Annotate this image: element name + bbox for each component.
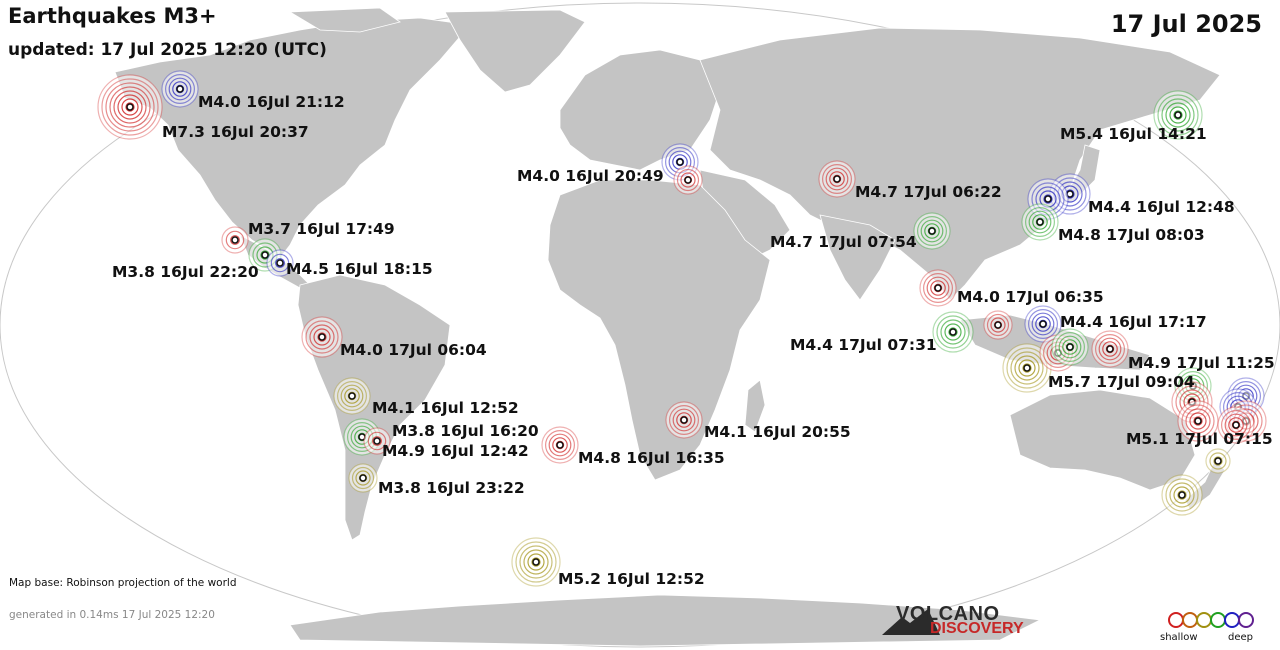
quake-markers — [97, 70, 1267, 587]
quake-marker[interactable] — [913, 212, 951, 250]
quake-marker[interactable] — [1205, 448, 1231, 474]
quake-label: M4.0 16Jul 20:49 — [517, 167, 664, 185]
africa-land — [547, 179, 771, 481]
depth-legend-circles — [1168, 612, 1254, 628]
quake-marker[interactable] — [1024, 305, 1062, 343]
quake-label: M3.8 16Jul 16:20 — [392, 422, 539, 440]
quake-marker[interactable] — [818, 160, 856, 198]
quake-marker[interactable] — [301, 316, 343, 358]
quake-label: M3.8 16Jul 22:20 — [112, 263, 259, 281]
quake-label: M4.7 17Jul 07:54 — [770, 233, 917, 251]
generated-note: generated in 0.14ms 17 Jul 2025 12:20 — [9, 609, 215, 621]
quake-marker[interactable] — [1161, 474, 1203, 516]
quake-label: M4.1 16Jul 12:52 — [372, 399, 519, 417]
quake-marker[interactable] — [161, 70, 199, 108]
quake-label: M4.0 17Jul 06:04 — [340, 341, 487, 359]
quake-label: M5.1 17Jul 07:15 — [1126, 430, 1273, 448]
quake-label: M4.4 16Jul 12:48 — [1088, 198, 1235, 216]
greenland-land — [444, 9, 586, 93]
quake-label: M5.4 16Jul 14:21 — [1060, 125, 1207, 143]
updated-timestamp: updated: 17 Jul 2025 12:20 (UTC) — [8, 40, 327, 60]
quake-label: M4.9 16Jul 12:42 — [382, 442, 529, 460]
quake-marker[interactable] — [266, 249, 294, 277]
quake-label: M4.4 16Jul 17:17 — [1060, 313, 1207, 331]
india-land — [819, 214, 896, 301]
antarctica-land — [289, 594, 1042, 647]
quake-marker[interactable] — [1091, 330, 1129, 368]
quake-marker[interactable] — [511, 537, 561, 587]
quake-label: M5.7 17Jul 09:04 — [1048, 373, 1195, 391]
quake-marker[interactable] — [541, 426, 579, 464]
quake-label: M3.7 16Jul 17:49 — [248, 220, 395, 238]
quake-marker[interactable] — [1021, 203, 1059, 241]
quake-label: M3.8 16Jul 23:22 — [378, 479, 525, 497]
map-date: 17 Jul 2025 — [1110, 10, 1262, 38]
quake-marker[interactable] — [1177, 400, 1219, 442]
quake-marker[interactable] — [97, 74, 163, 140]
quake-marker[interactable] — [1217, 406, 1255, 444]
quake-label: M4.0 16Jul 21:12 — [198, 93, 345, 111]
map-base-note: Map base: Robinson projection of the wor… — [9, 577, 237, 589]
volcano-discovery-logo[interactable]: VOLCANO DISCOVERY — [880, 603, 1040, 643]
logo-text-discovery: DISCOVERY — [930, 620, 1024, 637]
quake-marker[interactable] — [221, 226, 249, 254]
depth-legend: shallow deep — [1160, 610, 1272, 646]
map-title: Earthquakes M3+ — [8, 4, 217, 28]
asia-land — [699, 27, 1221, 301]
quake-marker[interactable] — [665, 401, 703, 439]
legend-shallow-label: shallow — [1160, 632, 1198, 643]
quake-marker[interactable] — [1153, 90, 1203, 140]
quake-label: M7.3 16Jul 20:37 — [162, 123, 309, 141]
quake-label: M4.0 17Jul 06:35 — [957, 288, 1104, 306]
quake-marker[interactable] — [333, 377, 371, 415]
quake-marker[interactable] — [1002, 343, 1052, 393]
quake-label: M4.8 17Jul 08:03 — [1058, 226, 1205, 244]
logo-text-volcano: VOLCANO — [896, 603, 1000, 625]
madagascar-land — [744, 379, 766, 433]
quake-label: M4.7 17Jul 06:22 — [855, 183, 1002, 201]
quake-labels: M7.3 16Jul 20:37 M4.0 16Jul 21:12 M3.7 16J… — [112, 93, 1275, 588]
quake-label: M4.4 17Jul 07:31 — [790, 336, 937, 354]
quake-marker[interactable] — [932, 311, 974, 353]
quake-marker[interactable] — [673, 165, 703, 195]
quake-label: M4.5 16Jul 18:15 — [286, 260, 433, 278]
quake-label: M4.1 16Jul 20:55 — [704, 423, 851, 441]
quake-label: M4.8 16Jul 16:35 — [578, 449, 725, 467]
quake-marker[interactable] — [348, 463, 378, 493]
quake-marker[interactable] — [919, 269, 957, 307]
quake-label: M5.2 16Jul 12:52 — [558, 570, 705, 588]
quake-marker[interactable] — [363, 427, 391, 455]
volcano-icon — [882, 609, 940, 635]
arctic-islands-land — [288, 7, 401, 33]
legend-deep-label: deep — [1228, 632, 1253, 643]
quake-label: M4.9 17Jul 11:25 — [1128, 354, 1275, 372]
quake-marker[interactable] — [983, 310, 1013, 340]
quake-marker[interactable] — [1051, 328, 1089, 366]
